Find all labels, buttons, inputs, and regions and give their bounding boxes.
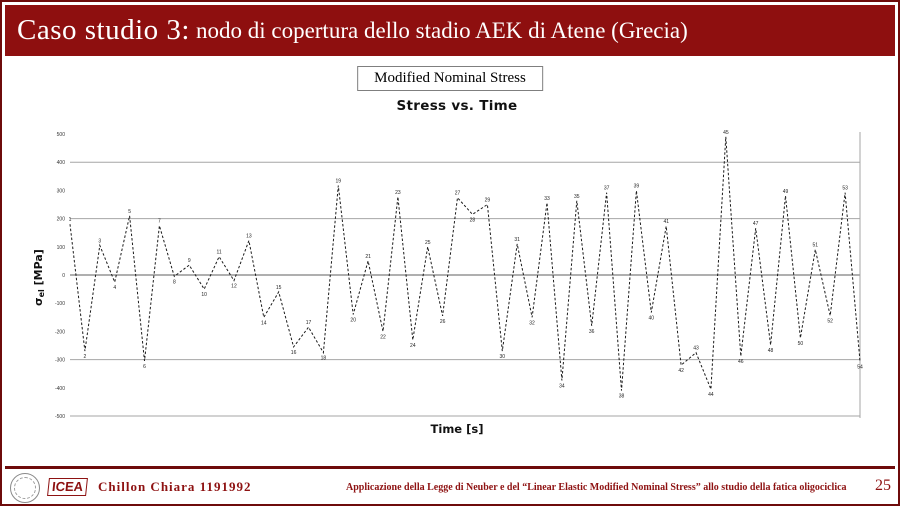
svg-text:27: 27 xyxy=(455,191,461,197)
svg-text:48: 48 xyxy=(768,348,774,354)
stress-time-chart: Stress vs. Time 500 400 300 200 100 0 -100 -200… xyxy=(32,98,872,448)
svg-text:300: 300 xyxy=(57,188,66,194)
svg-text:17: 17 xyxy=(306,320,312,326)
svg-text:10: 10 xyxy=(201,292,207,298)
author-name: Chillon Chiara 1191992 xyxy=(98,479,252,494)
svg-text:44: 44 xyxy=(708,392,714,398)
svg-text:-400: -400 xyxy=(55,386,65,392)
svg-text:32: 32 xyxy=(529,320,535,326)
svg-text:37: 37 xyxy=(604,186,610,192)
svg-text:1: 1 xyxy=(69,217,72,223)
svg-text:-100: -100 xyxy=(55,301,65,307)
svg-text:12: 12 xyxy=(231,284,237,290)
svg-text:38: 38 xyxy=(619,394,625,400)
svg-text:11: 11 xyxy=(216,250,221,256)
svg-text:9: 9 xyxy=(188,258,191,264)
svg-text:6: 6 xyxy=(143,364,146,370)
slide-title-lead: Caso studio 3: xyxy=(17,14,190,46)
svg-text:2: 2 xyxy=(84,354,87,360)
university-seal-logo xyxy=(10,473,40,503)
svg-text:41: 41 xyxy=(663,219,669,225)
svg-text:51: 51 xyxy=(813,243,819,249)
chart-title: Stress vs. Time xyxy=(396,98,518,114)
svg-text:7: 7 xyxy=(158,219,161,225)
svg-text:36: 36 xyxy=(589,329,595,335)
svg-text:-300: -300 xyxy=(55,358,65,364)
svg-text:33: 33 xyxy=(544,196,550,202)
svg-text:24: 24 xyxy=(410,343,416,349)
slide-footer: ICEA Chillon Chiara 1191992 Applicazione… xyxy=(2,469,898,504)
svg-text:39: 39 xyxy=(634,184,640,190)
svg-text:-500: -500 xyxy=(55,414,65,419)
thesis-title: Applicazione della Legge di Neuber e del… xyxy=(346,482,847,493)
footer-divider xyxy=(5,466,895,469)
modified-nominal-stress-label: Modified Nominal Stress xyxy=(357,66,543,91)
svg-text:35: 35 xyxy=(574,194,580,200)
svg-text:40: 40 xyxy=(649,316,655,322)
svg-text:-200: -200 xyxy=(55,329,65,335)
slide-header: Caso studio 3: nodo di copertura dello s… xyxy=(5,5,895,56)
svg-text:8: 8 xyxy=(173,279,176,285)
svg-text:25: 25 xyxy=(425,240,431,246)
chart-plot-area: 5004003002001000-100-200-300-400-5001234… xyxy=(55,130,863,419)
svg-text:29: 29 xyxy=(485,198,491,204)
svg-text:0: 0 xyxy=(62,273,65,279)
svg-text:30: 30 xyxy=(499,354,505,360)
svg-text:200: 200 xyxy=(57,217,66,223)
svg-text:22: 22 xyxy=(380,334,386,340)
svg-text:23: 23 xyxy=(395,190,401,196)
svg-text:100: 100 xyxy=(57,245,66,251)
y-axis-label: σel [MPa] xyxy=(32,249,47,307)
svg-text:21: 21 xyxy=(365,254,371,260)
svg-text:28: 28 xyxy=(470,217,476,223)
svg-text:52: 52 xyxy=(827,319,833,325)
svg-text:20: 20 xyxy=(350,317,356,323)
svg-text:26: 26 xyxy=(440,319,446,325)
svg-text:31: 31 xyxy=(514,237,520,243)
svg-text:43: 43 xyxy=(693,346,699,352)
svg-text:54: 54 xyxy=(857,364,863,370)
svg-text:47: 47 xyxy=(753,221,759,227)
svg-text:4: 4 xyxy=(113,285,116,291)
svg-text:46: 46 xyxy=(738,359,744,365)
svg-text:500: 500 xyxy=(57,132,66,138)
svg-text:53: 53 xyxy=(842,186,848,192)
svg-text:5: 5 xyxy=(128,209,131,215)
svg-text:19: 19 xyxy=(336,179,342,185)
svg-text:49: 49 xyxy=(783,189,789,195)
svg-text:50: 50 xyxy=(798,341,804,347)
svg-text:16: 16 xyxy=(291,350,297,356)
svg-text:3: 3 xyxy=(98,238,101,244)
svg-text:42: 42 xyxy=(678,368,684,374)
page-number: 25 xyxy=(875,477,891,494)
icea-logo: ICEA xyxy=(47,478,89,496)
svg-text:45: 45 xyxy=(723,130,729,136)
slide-title-rest: nodo di copertura dello stadio AEK di At… xyxy=(195,17,688,43)
svg-text:400: 400 xyxy=(57,160,66,166)
x-axis-label: Time [s] xyxy=(430,422,484,436)
svg-text:34: 34 xyxy=(559,383,565,389)
svg-text:14: 14 xyxy=(261,320,267,326)
svg-text:18: 18 xyxy=(321,356,327,362)
svg-text:15: 15 xyxy=(276,285,282,291)
svg-text:13: 13 xyxy=(246,234,252,240)
